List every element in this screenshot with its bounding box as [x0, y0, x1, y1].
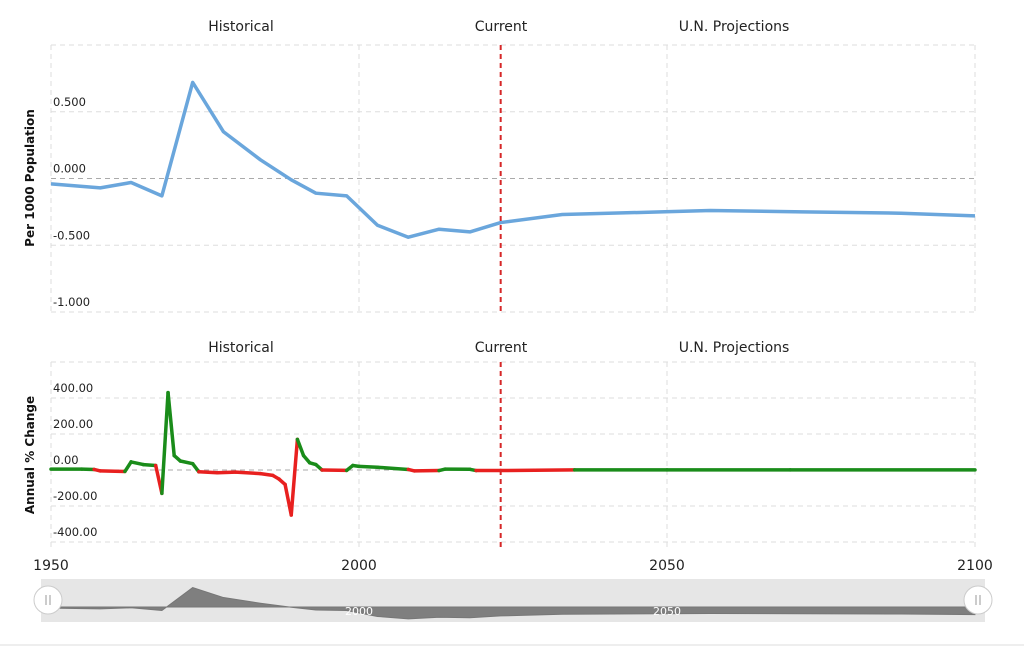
navigator-label: 2050	[653, 605, 681, 618]
line-segment	[498, 468, 577, 473]
section-label: Historical	[208, 340, 274, 356]
navigator-area	[50, 587, 976, 620]
y-tick-label: 400.00	[53, 381, 93, 395]
navigator-label: 2000	[345, 605, 373, 618]
y-tick-label: 0.00	[53, 453, 79, 467]
line-segment	[166, 390, 176, 458]
y-tick-label: -400.00	[53, 525, 97, 539]
line	[50, 80, 976, 239]
line-segment	[289, 437, 300, 517]
navigator-handle[interactable]	[963, 585, 993, 615]
line-segment	[357, 464, 380, 470]
line-segment	[234, 470, 263, 476]
y-tick-label: 0.500	[53, 95, 86, 109]
handle-circle	[963, 585, 993, 615]
line-segment	[215, 470, 238, 475]
line-segment	[258, 471, 275, 478]
line-segment	[141, 462, 158, 468]
y-tick-label: -1.000	[53, 295, 90, 309]
x-tick-label: 2100	[957, 558, 993, 574]
section-label: Historical	[208, 19, 274, 35]
line-segment	[129, 460, 146, 467]
y-tick-label: -0.500	[53, 228, 90, 242]
line-segment	[197, 470, 220, 475]
y-tick-label: 200.00	[53, 417, 93, 431]
line-segment	[375, 465, 411, 472]
section-label: U.N. Projections	[679, 340, 790, 356]
x-tick-label: 2000	[341, 558, 377, 574]
y-tick-label: 0.000	[53, 162, 86, 176]
section-label: U.N. Projections	[679, 19, 790, 35]
x-tick-label: 2050	[649, 558, 685, 574]
line-segment	[178, 459, 195, 466]
section-label: Current	[475, 340, 528, 356]
y-tick-label: -200.00	[53, 489, 97, 503]
handle-circle	[33, 585, 63, 615]
y-axis-label: Annual % Change	[23, 396, 37, 514]
line-segment	[123, 460, 133, 474]
line-segment	[160, 390, 170, 496]
section-label: Current	[475, 19, 528, 35]
line-segment	[98, 469, 127, 474]
y-axis-label: Per 1000 Population	[23, 109, 37, 247]
x-tick-label: 1950	[33, 558, 69, 574]
navigator-handle[interactable]	[33, 585, 63, 615]
line-segment	[295, 437, 306, 458]
